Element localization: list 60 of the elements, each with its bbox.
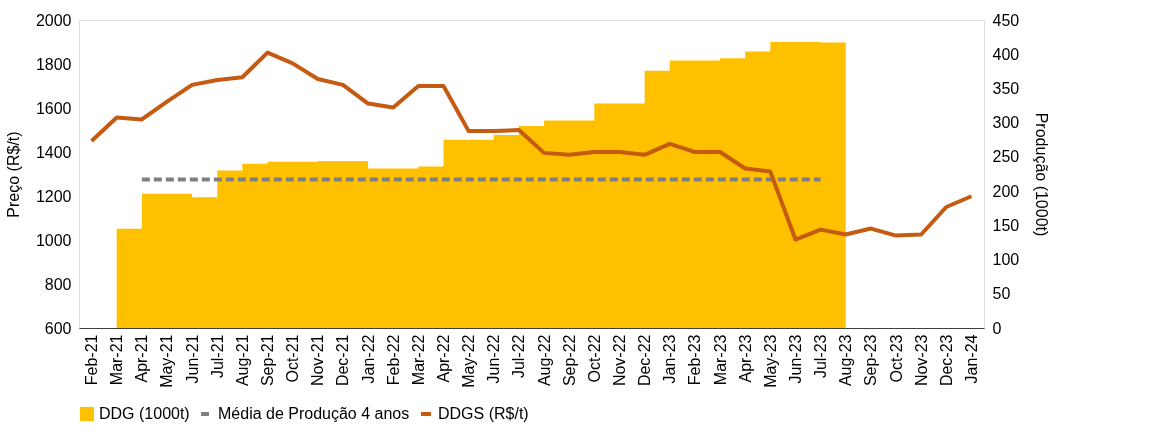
x-tick-label: Jul-21 bbox=[208, 334, 226, 379]
y-tick-label: 600 bbox=[44, 319, 72, 337]
y-tick-label: 1200 bbox=[35, 187, 72, 205]
y2-tick-label: 300 bbox=[992, 114, 1020, 132]
x-tick-label: Mar-21 bbox=[108, 334, 126, 386]
x-tick-label: Sep-22 bbox=[560, 334, 578, 387]
x-tick-label: Jul-22 bbox=[510, 334, 528, 379]
x-tick-label: Sep-23 bbox=[862, 334, 880, 387]
y2-tick-label: 200 bbox=[992, 182, 1020, 200]
y-tick-label: 1600 bbox=[35, 99, 72, 117]
x-tick-label: Jun-22 bbox=[485, 334, 503, 384]
legend-label: Média de Produção 4 anos bbox=[218, 405, 410, 422]
y-tick-label: 1400 bbox=[35, 143, 72, 161]
x-tick-label: Nov-23 bbox=[912, 334, 930, 387]
x-tick-label: Dec-23 bbox=[937, 334, 955, 387]
y-axis-title: Preço (R$/t) bbox=[4, 131, 22, 218]
x-tick-label: Apr-23 bbox=[736, 334, 754, 383]
legend-label: DDGS (R$/t) bbox=[438, 405, 529, 422]
x-tick-label: Apr-21 bbox=[133, 334, 151, 383]
y-tick-label: 2000 bbox=[35, 11, 72, 29]
x-tick-label: Aug-23 bbox=[837, 334, 855, 387]
x-tick-label: Feb-22 bbox=[384, 334, 402, 386]
x-tick-label: Mar-23 bbox=[711, 334, 729, 386]
x-tick-label: Aug-21 bbox=[233, 334, 251, 387]
y2-tick-label: 100 bbox=[992, 251, 1020, 269]
x-tick-label: Jan-24 bbox=[962, 334, 980, 384]
x-tick-label: Jan-23 bbox=[661, 334, 679, 384]
y2-tick-label: 150 bbox=[992, 216, 1020, 234]
y-tick-label: 800 bbox=[44, 275, 72, 293]
x-tick-label: Sep-21 bbox=[259, 334, 277, 387]
y2-tick-label: 0 bbox=[992, 319, 1002, 337]
x-tick-label: May-23 bbox=[761, 334, 779, 388]
y-tick-label: 1800 bbox=[35, 55, 72, 73]
legend-label: DDG (1000t) bbox=[99, 405, 190, 422]
x-tick-label: Jun-23 bbox=[786, 334, 804, 384]
x-tick-label: Dec-22 bbox=[636, 334, 654, 387]
x-tick-label: Nov-22 bbox=[610, 334, 628, 387]
y2-tick-label: 400 bbox=[992, 45, 1020, 63]
x-tick-label: Nov-21 bbox=[309, 334, 327, 387]
line-series bbox=[89, 50, 974, 242]
x-tick-label: Oct-21 bbox=[284, 334, 302, 383]
x-tick-label: May-22 bbox=[460, 334, 478, 388]
x-tick-label: Aug-22 bbox=[535, 334, 553, 387]
y2-axis-title: Produção (1000t) bbox=[1033, 112, 1051, 237]
x-tick-label: Apr-22 bbox=[435, 334, 453, 383]
x-tick-label: Oct-22 bbox=[585, 334, 603, 383]
y2-tick-label: 250 bbox=[992, 148, 1020, 166]
x-tick-label: May-21 bbox=[158, 334, 176, 388]
x-tick-label: Feb-21 bbox=[83, 334, 101, 386]
y2-tick-label: 350 bbox=[992, 79, 1020, 97]
x-tick-label: Jul-23 bbox=[812, 334, 830, 379]
x-tick-label: Feb-23 bbox=[686, 334, 704, 386]
x-tick-label: Mar-22 bbox=[409, 334, 427, 386]
y2-tick-label: 450 bbox=[992, 11, 1020, 29]
x-tick-label: Dec-21 bbox=[334, 334, 352, 387]
y-tick-label: 1000 bbox=[35, 231, 72, 249]
x-tick-label: Oct-23 bbox=[887, 334, 905, 383]
y2-tick-label: 50 bbox=[992, 285, 1011, 303]
x-tick-label: Jun-21 bbox=[183, 334, 201, 384]
x-tick-label: Jan-22 bbox=[359, 334, 377, 384]
